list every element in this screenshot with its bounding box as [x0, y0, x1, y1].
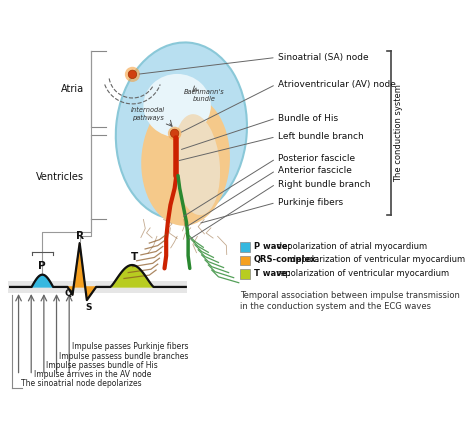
- Text: Impulse passess bundle branches: Impulse passess bundle branches: [59, 352, 189, 361]
- Text: The conduction system: The conduction system: [394, 84, 403, 182]
- Text: Atrioventricular (AV) node: Atrioventricular (AV) node: [278, 80, 396, 89]
- Text: Atria: Atria: [61, 84, 84, 94]
- Text: P wave:: P wave:: [254, 242, 291, 251]
- Text: Purkinje fibers: Purkinje fibers: [278, 198, 344, 207]
- Circle shape: [128, 70, 137, 78]
- Text: Impulse arrives in the AV node: Impulse arrives in the AV node: [34, 370, 151, 379]
- Ellipse shape: [173, 114, 220, 215]
- Text: Sinoatrial (SA) node: Sinoatrial (SA) node: [278, 53, 369, 62]
- Text: Left bundle branch: Left bundle branch: [278, 132, 364, 141]
- Text: QRS-complex:: QRS-complex:: [254, 255, 320, 265]
- Text: depolarization of ventricular myocardium: depolarization of ventricular myocardium: [288, 255, 465, 265]
- Text: S: S: [85, 303, 92, 312]
- Text: R: R: [76, 230, 84, 241]
- Text: Q: Q: [64, 290, 72, 298]
- Text: T wave:: T wave:: [254, 269, 291, 278]
- Ellipse shape: [144, 74, 211, 137]
- Circle shape: [125, 67, 140, 82]
- Bar: [240, 242, 250, 252]
- Text: Internodal
pathways: Internodal pathways: [130, 107, 164, 120]
- Text: Impulse passes Purkinje fibers: Impulse passes Purkinje fibers: [72, 343, 188, 351]
- Bar: [240, 269, 250, 278]
- Text: Impulse passes bundle of His: Impulse passes bundle of His: [46, 361, 158, 370]
- Polygon shape: [112, 265, 186, 287]
- Text: Bachmann's
bundle: Bachmann's bundle: [184, 89, 225, 102]
- Text: Anterior fascicle: Anterior fascicle: [278, 166, 352, 175]
- Circle shape: [168, 127, 182, 140]
- Text: Right bundle branch: Right bundle branch: [278, 180, 371, 188]
- Text: Ventricles: Ventricles: [36, 172, 84, 182]
- Text: The sinoatrial node depolarizes: The sinoatrial node depolarizes: [21, 379, 142, 388]
- Text: depolarization of atrial myocardium: depolarization of atrial myocardium: [274, 242, 427, 251]
- Text: Temporal association between impulse transmission
in the conduction system and t: Temporal association between impulse tra…: [240, 291, 460, 310]
- Text: T: T: [131, 252, 138, 262]
- Text: Bundle of His: Bundle of His: [278, 114, 338, 123]
- Text: Posterior fascicle: Posterior fascicle: [278, 154, 356, 163]
- Ellipse shape: [141, 95, 230, 226]
- Polygon shape: [53, 243, 110, 300]
- Ellipse shape: [116, 42, 247, 219]
- Circle shape: [170, 129, 179, 138]
- Text: repolarization of ventricular myocardium: repolarization of ventricular myocardium: [274, 269, 449, 278]
- Bar: [240, 256, 250, 265]
- Text: P: P: [38, 262, 46, 271]
- Polygon shape: [32, 275, 53, 287]
- Bar: [9, 281, 188, 293]
